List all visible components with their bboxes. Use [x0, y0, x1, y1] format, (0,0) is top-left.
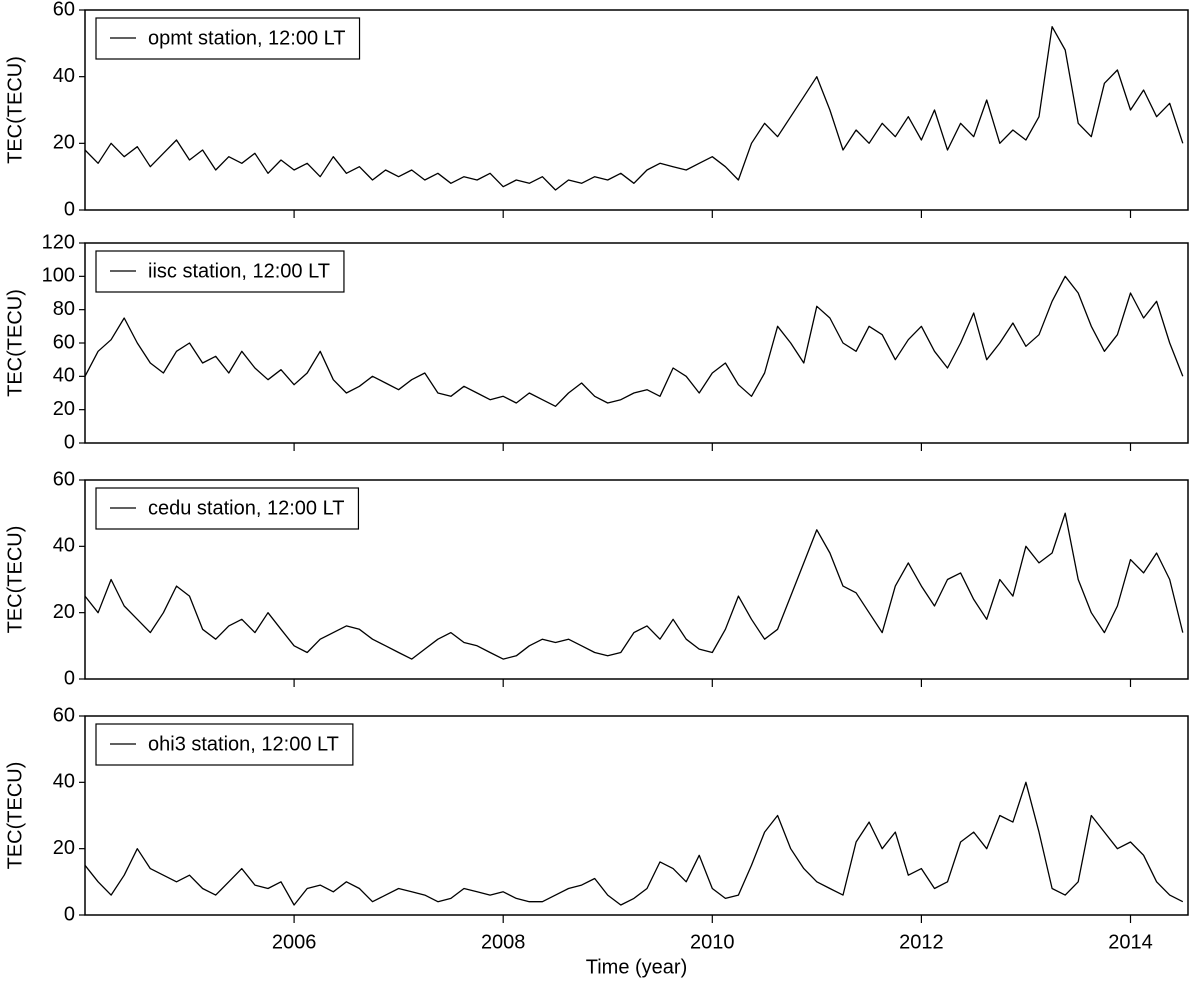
x-tick-label: 2008	[481, 931, 526, 953]
y-tick-label: 60	[53, 0, 75, 20]
x-tick-label: 2006	[272, 931, 317, 953]
legend-box	[95, 723, 354, 766]
legend: iisc station, 12:00 LT	[95, 250, 345, 293]
y-tick-label: 60	[53, 331, 75, 353]
y-axis-label: TEC(TECU)	[4, 762, 26, 870]
legend-label: opmt station, 12:00 LT	[148, 27, 346, 49]
y-tick-label: 20	[53, 837, 75, 859]
legend-label: ohi3 station, 12:00 LT	[148, 733, 339, 755]
y-tick-label: 80	[53, 298, 75, 320]
legend-label: cedu station, 12:00 LT	[148, 497, 344, 519]
data-line	[84, 781, 1184, 906]
x-tick-label: 2010	[690, 931, 735, 953]
y-axis-label: TEC(TECU)	[4, 56, 26, 164]
plot-frame	[84, 715, 1189, 916]
y-tick-label: 0	[64, 198, 75, 220]
legend-box	[95, 487, 360, 530]
x-tick-label: 2012	[899, 931, 944, 953]
y-tick-label: 60	[53, 704, 75, 726]
y-tick-label: 40	[53, 535, 75, 557]
y-tick-label: 40	[53, 771, 75, 793]
data-line	[84, 275, 1184, 407]
y-tick-label: 0	[64, 431, 75, 453]
y-tick-label: 40	[53, 365, 75, 387]
legend: ohi3 station, 12:00 LT	[95, 723, 354, 766]
legend-box	[95, 17, 361, 60]
legend: cedu station, 12:00 LT	[95, 487, 360, 530]
y-tick-label: 20	[53, 601, 75, 623]
y-axis-label: TEC(TECU)	[4, 289, 26, 397]
x-tick-label: 2014	[1108, 931, 1153, 953]
y-tick-label: 120	[42, 231, 75, 253]
data-line	[84, 26, 1184, 191]
plot-frame	[84, 9, 1189, 211]
legend-box	[95, 250, 345, 293]
y-tick-label: 60	[53, 468, 75, 490]
y-tick-label: 40	[53, 65, 75, 87]
y-tick-label: 0	[64, 667, 75, 689]
plot-frame	[84, 479, 1189, 680]
y-tick-label: 20	[53, 398, 75, 420]
legend-label: iisc station, 12:00 LT	[148, 260, 330, 282]
y-tick-label: 100	[42, 265, 75, 287]
x-axis-label: Time (year)	[586, 956, 687, 978]
legend: opmt station, 12:00 LT	[95, 17, 361, 60]
data-line	[84, 512, 1184, 660]
y-tick-label: 0	[64, 903, 75, 925]
y-axis-label: TEC(TECU)	[4, 526, 26, 634]
y-tick-label: 20	[53, 132, 75, 154]
